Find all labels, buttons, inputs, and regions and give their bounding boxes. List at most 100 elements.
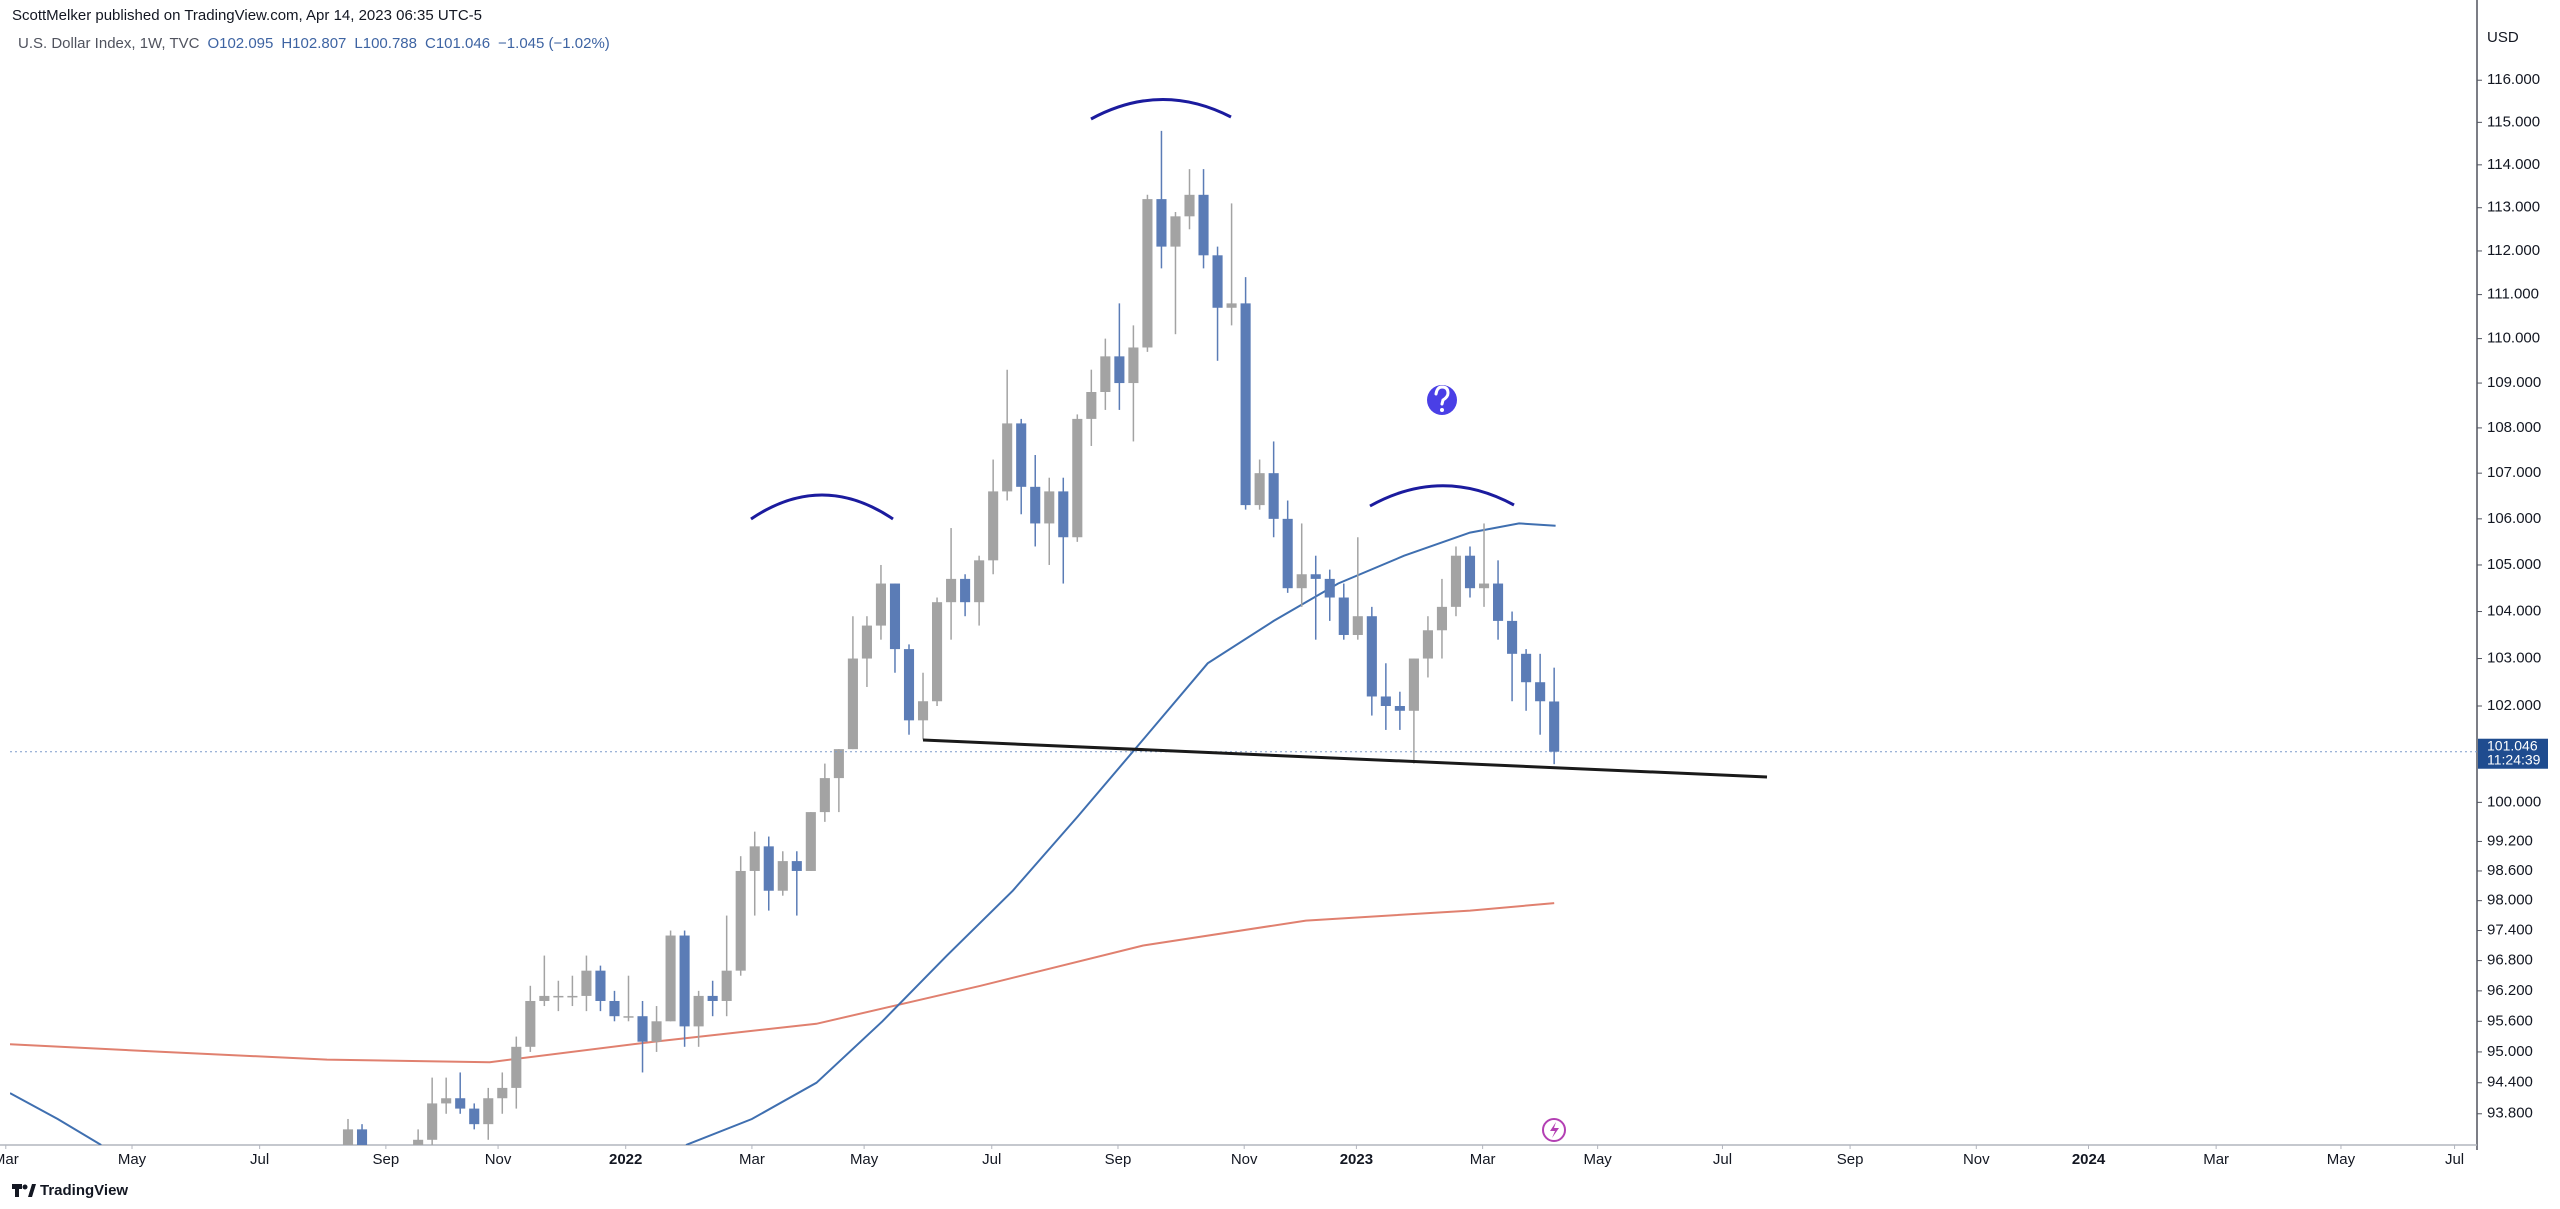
x-tick-label: Mar (0, 1151, 19, 1168)
candle-body (385, 1176, 395, 1202)
candle-body (1212, 255, 1223, 308)
candle-body (595, 970, 606, 1001)
candle-body (1422, 630, 1433, 659)
brand-name: TradingView (40, 1182, 128, 1199)
candle-body (1450, 555, 1462, 607)
candle-body (427, 1103, 438, 1140)
legend-value: L100.788 (354, 35, 417, 52)
candle-body (356, 1129, 368, 1145)
y-tick-label: 98.600 (2487, 862, 2533, 879)
candle-body (833, 749, 844, 779)
candle-body (1310, 574, 1321, 579)
candle-body (1352, 616, 1363, 635)
candle-body (1170, 216, 1181, 247)
candle-body (903, 649, 915, 721)
x-tick-label: Nov (1231, 1151, 1258, 1168)
candle-body (651, 1021, 662, 1042)
candle-body (441, 1098, 452, 1104)
y-tick-label: 115.000 (2487, 113, 2540, 130)
candle-body (1142, 199, 1153, 348)
chart-title: U.S. Dollar Index, 1W, TVC (18, 35, 200, 52)
y-tick-label: 97.400 (2487, 922, 2533, 939)
candle-body (693, 995, 704, 1027)
x-tick-label: May (850, 1151, 879, 1168)
candle-body (1521, 653, 1532, 683)
plot-area (10, 130, 2477, 1202)
x-tick-label: Nov (1963, 1151, 1990, 1168)
candle-body (342, 1129, 354, 1145)
price-label: 101.046 (2487, 737, 2538, 753)
y-tick-label: 105.000 (2487, 556, 2541, 573)
candle-body (609, 1000, 620, 1017)
y-tick-label: 112.000 (2487, 242, 2540, 259)
candle-body (1493, 583, 1504, 621)
candle-body (749, 846, 760, 871)
candle-body (511, 1046, 522, 1088)
candle-body (707, 995, 718, 1001)
candle-body (1016, 423, 1027, 487)
candle-body (1044, 491, 1055, 524)
x-tick-label: Jul (250, 1151, 269, 1168)
candle-body (1086, 391, 1097, 419)
x-tick-label: 2023 (1340, 1151, 1373, 1168)
y-tick-label: 110.000 (2487, 330, 2540, 347)
head-arc (1090, 98, 1232, 121)
y-tick-label: 103.000 (2487, 650, 2541, 667)
brand-logo (28, 1184, 36, 1197)
x-tick-label: Sep (1837, 1151, 1864, 1168)
candle-body (469, 1108, 480, 1125)
candle-body (819, 778, 830, 813)
x-tick-label: Sep (1105, 1151, 1132, 1168)
candle-body (917, 701, 929, 721)
candle-body (1464, 555, 1476, 589)
y-tick-label: 116.000 (2487, 71, 2540, 88)
y-tick-label: 100.000 (2487, 793, 2541, 810)
neckline (922, 738, 1768, 779)
y-unit: USD (2487, 29, 2519, 46)
countdown: 11:24:39 (2487, 751, 2541, 767)
event-bolt (1550, 1122, 1559, 1138)
y-tick-label: 99.200 (2487, 832, 2533, 849)
x-tick-label: May (118, 1151, 147, 1168)
candle-body (1296, 574, 1307, 589)
y-tick-label: 95.600 (2487, 1012, 2533, 1029)
x-tick-label: May (2327, 1151, 2356, 1168)
candle-body (525, 1000, 536, 1047)
candle-body (567, 995, 578, 998)
legend-value: −1.045 (−1.02%) (498, 35, 610, 52)
y-tick-label: 102.000 (2487, 697, 2541, 714)
candle-body (889, 583, 901, 650)
candle-body (1156, 199, 1167, 247)
header: ScottMelker published on TradingView.com… (12, 7, 482, 24)
y-tick-label: 95.000 (2487, 1043, 2533, 1060)
candle-body (1268, 473, 1279, 519)
candle-body (1100, 356, 1111, 392)
x-tick-label: Mar (1470, 1151, 1496, 1168)
y-tick-label: 111.000 (2487, 286, 2539, 303)
y-tick-label: 107.000 (2487, 464, 2541, 481)
x-tick-label: Jul (1713, 1151, 1732, 1168)
candle-body (1535, 682, 1546, 702)
candle-body (1240, 303, 1251, 506)
candle-body (1198, 194, 1209, 256)
candle-body (1002, 423, 1013, 492)
y-tick-label: 109.000 (2487, 374, 2541, 391)
candle-body (483, 1098, 494, 1125)
y-tick-label: 93.800 (2487, 1105, 2533, 1122)
annotations (750, 98, 1768, 1142)
candle-body (581, 970, 592, 996)
candle-body (413, 1139, 424, 1145)
x-tick-label: Jul (2445, 1151, 2464, 1168)
candle-body (1282, 518, 1293, 589)
candle-body (1436, 606, 1448, 631)
x-tick-label: 2022 (609, 1151, 642, 1168)
y-tick-label: 96.800 (2487, 952, 2533, 969)
candle-body (735, 870, 746, 971)
legend-value: O102.095 (207, 35, 274, 52)
candle-body (1184, 194, 1195, 217)
candle-body (974, 560, 985, 603)
moving-average (10, 902, 1555, 1064)
event-icon[interactable] (1542, 1118, 1566, 1142)
